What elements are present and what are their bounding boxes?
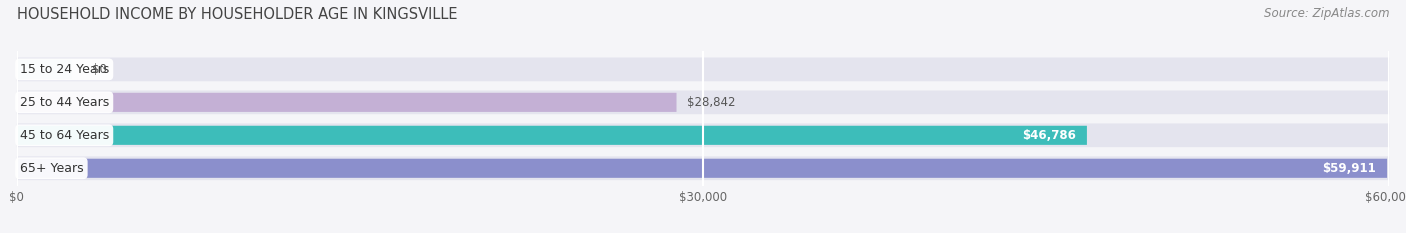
FancyBboxPatch shape [17, 126, 1087, 145]
FancyBboxPatch shape [17, 123, 1389, 147]
FancyBboxPatch shape [17, 159, 1388, 178]
Text: Source: ZipAtlas.com: Source: ZipAtlas.com [1264, 7, 1389, 20]
Text: $59,911: $59,911 [1323, 162, 1376, 175]
FancyBboxPatch shape [17, 60, 72, 79]
Text: $28,842: $28,842 [688, 96, 735, 109]
FancyBboxPatch shape [17, 90, 1389, 114]
FancyBboxPatch shape [17, 58, 1389, 81]
FancyBboxPatch shape [17, 156, 1389, 180]
Text: $0: $0 [93, 63, 107, 76]
Text: $46,786: $46,786 [1022, 129, 1076, 142]
Text: HOUSEHOLD INCOME BY HOUSEHOLDER AGE IN KINGSVILLE: HOUSEHOLD INCOME BY HOUSEHOLDER AGE IN K… [17, 7, 457, 22]
Text: 45 to 64 Years: 45 to 64 Years [20, 129, 108, 142]
FancyBboxPatch shape [17, 93, 676, 112]
Text: 15 to 24 Years: 15 to 24 Years [20, 63, 108, 76]
Text: 25 to 44 Years: 25 to 44 Years [20, 96, 108, 109]
Text: 65+ Years: 65+ Years [20, 162, 83, 175]
